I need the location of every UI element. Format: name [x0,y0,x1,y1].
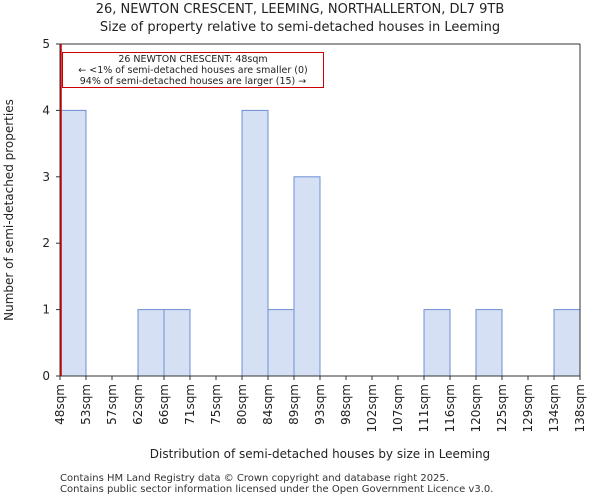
annotation-line-1: 26 NEWTON CRESCENT: 48sqm [118,54,268,65]
annotation-line-2: ← <1% of semi-detached houses are smalle… [78,65,308,76]
bar-62sqm [137,309,165,377]
x-tick-label-62sqm: 62sqm [131,384,145,425]
bar-111sqm [423,309,451,377]
bar-120sqm [475,309,503,377]
bar-80sqm [241,109,269,377]
x-tick-label-89sqm: 89sqm [287,384,301,425]
footer-line-2: Contains public sector information licen… [60,484,494,495]
x-tick-label-138sqm: 138sqm [573,384,587,432]
x-tick-label-48sqm: 48sqm [53,384,67,425]
y-tick-label-0: 0 [42,369,50,383]
x-tick-label-125sqm: 125sqm [495,384,509,432]
annotation-line-3: 94% of semi-detached houses are larger (… [79,76,307,87]
chart-title: 26, NEWTON CRESCENT, LEEMING, NORTHALLER… [95,2,505,17]
y-tick-label-2: 2 [42,236,50,250]
x-tick-label-80sqm: 80sqm [235,384,249,425]
x-tick-label-71sqm: 71sqm [183,384,197,425]
x-tick-label-134sqm: 134sqm [547,384,561,432]
bar-48sqm [59,109,87,377]
x-tick-label-107sqm: 107sqm [391,384,405,432]
x-tick-label-66sqm: 66sqm [157,384,171,425]
x-axis-label: Distribution of semi-detached houses by … [150,447,490,461]
x-tick-label-57sqm: 57sqm [105,384,119,425]
x-tick-label-75sqm: 75sqm [209,384,223,425]
x-tick-label-84sqm: 84sqm [261,384,275,425]
x-tick-label-98sqm: 98sqm [339,384,353,425]
x-tick-label-116sqm: 116sqm [443,384,457,432]
x-tick-label-53sqm: 53sqm [79,384,93,425]
chart-subtitle: Size of property relative to semi-detach… [99,20,501,35]
bar-66sqm [163,309,191,377]
x-tick-label-111sqm: 111sqm [417,384,431,432]
footer-line-1: Contains HM Land Registry data © Crown c… [60,473,449,484]
y-tick-label-1: 1 [42,303,50,317]
subject-annotation: 26 NEWTON CRESCENT: 48sqm ← <1% of semi-… [62,52,324,88]
bar-84sqm [267,309,295,377]
y-tick-label-5: 5 [42,37,50,51]
bar-89sqm [293,176,321,377]
x-tick-label-120sqm: 120sqm [469,384,483,432]
bar-134sqm [553,309,581,377]
y-tick-label-4: 4 [42,103,50,117]
y-axis-label: Number of semi-detached properties [2,99,16,321]
x-tick-label-129sqm: 129sqm [521,384,535,432]
x-tick-label-102sqm: 102sqm [365,384,379,432]
y-tick-label-3: 3 [42,170,50,184]
x-tick-label-93sqm: 93sqm [313,384,327,425]
